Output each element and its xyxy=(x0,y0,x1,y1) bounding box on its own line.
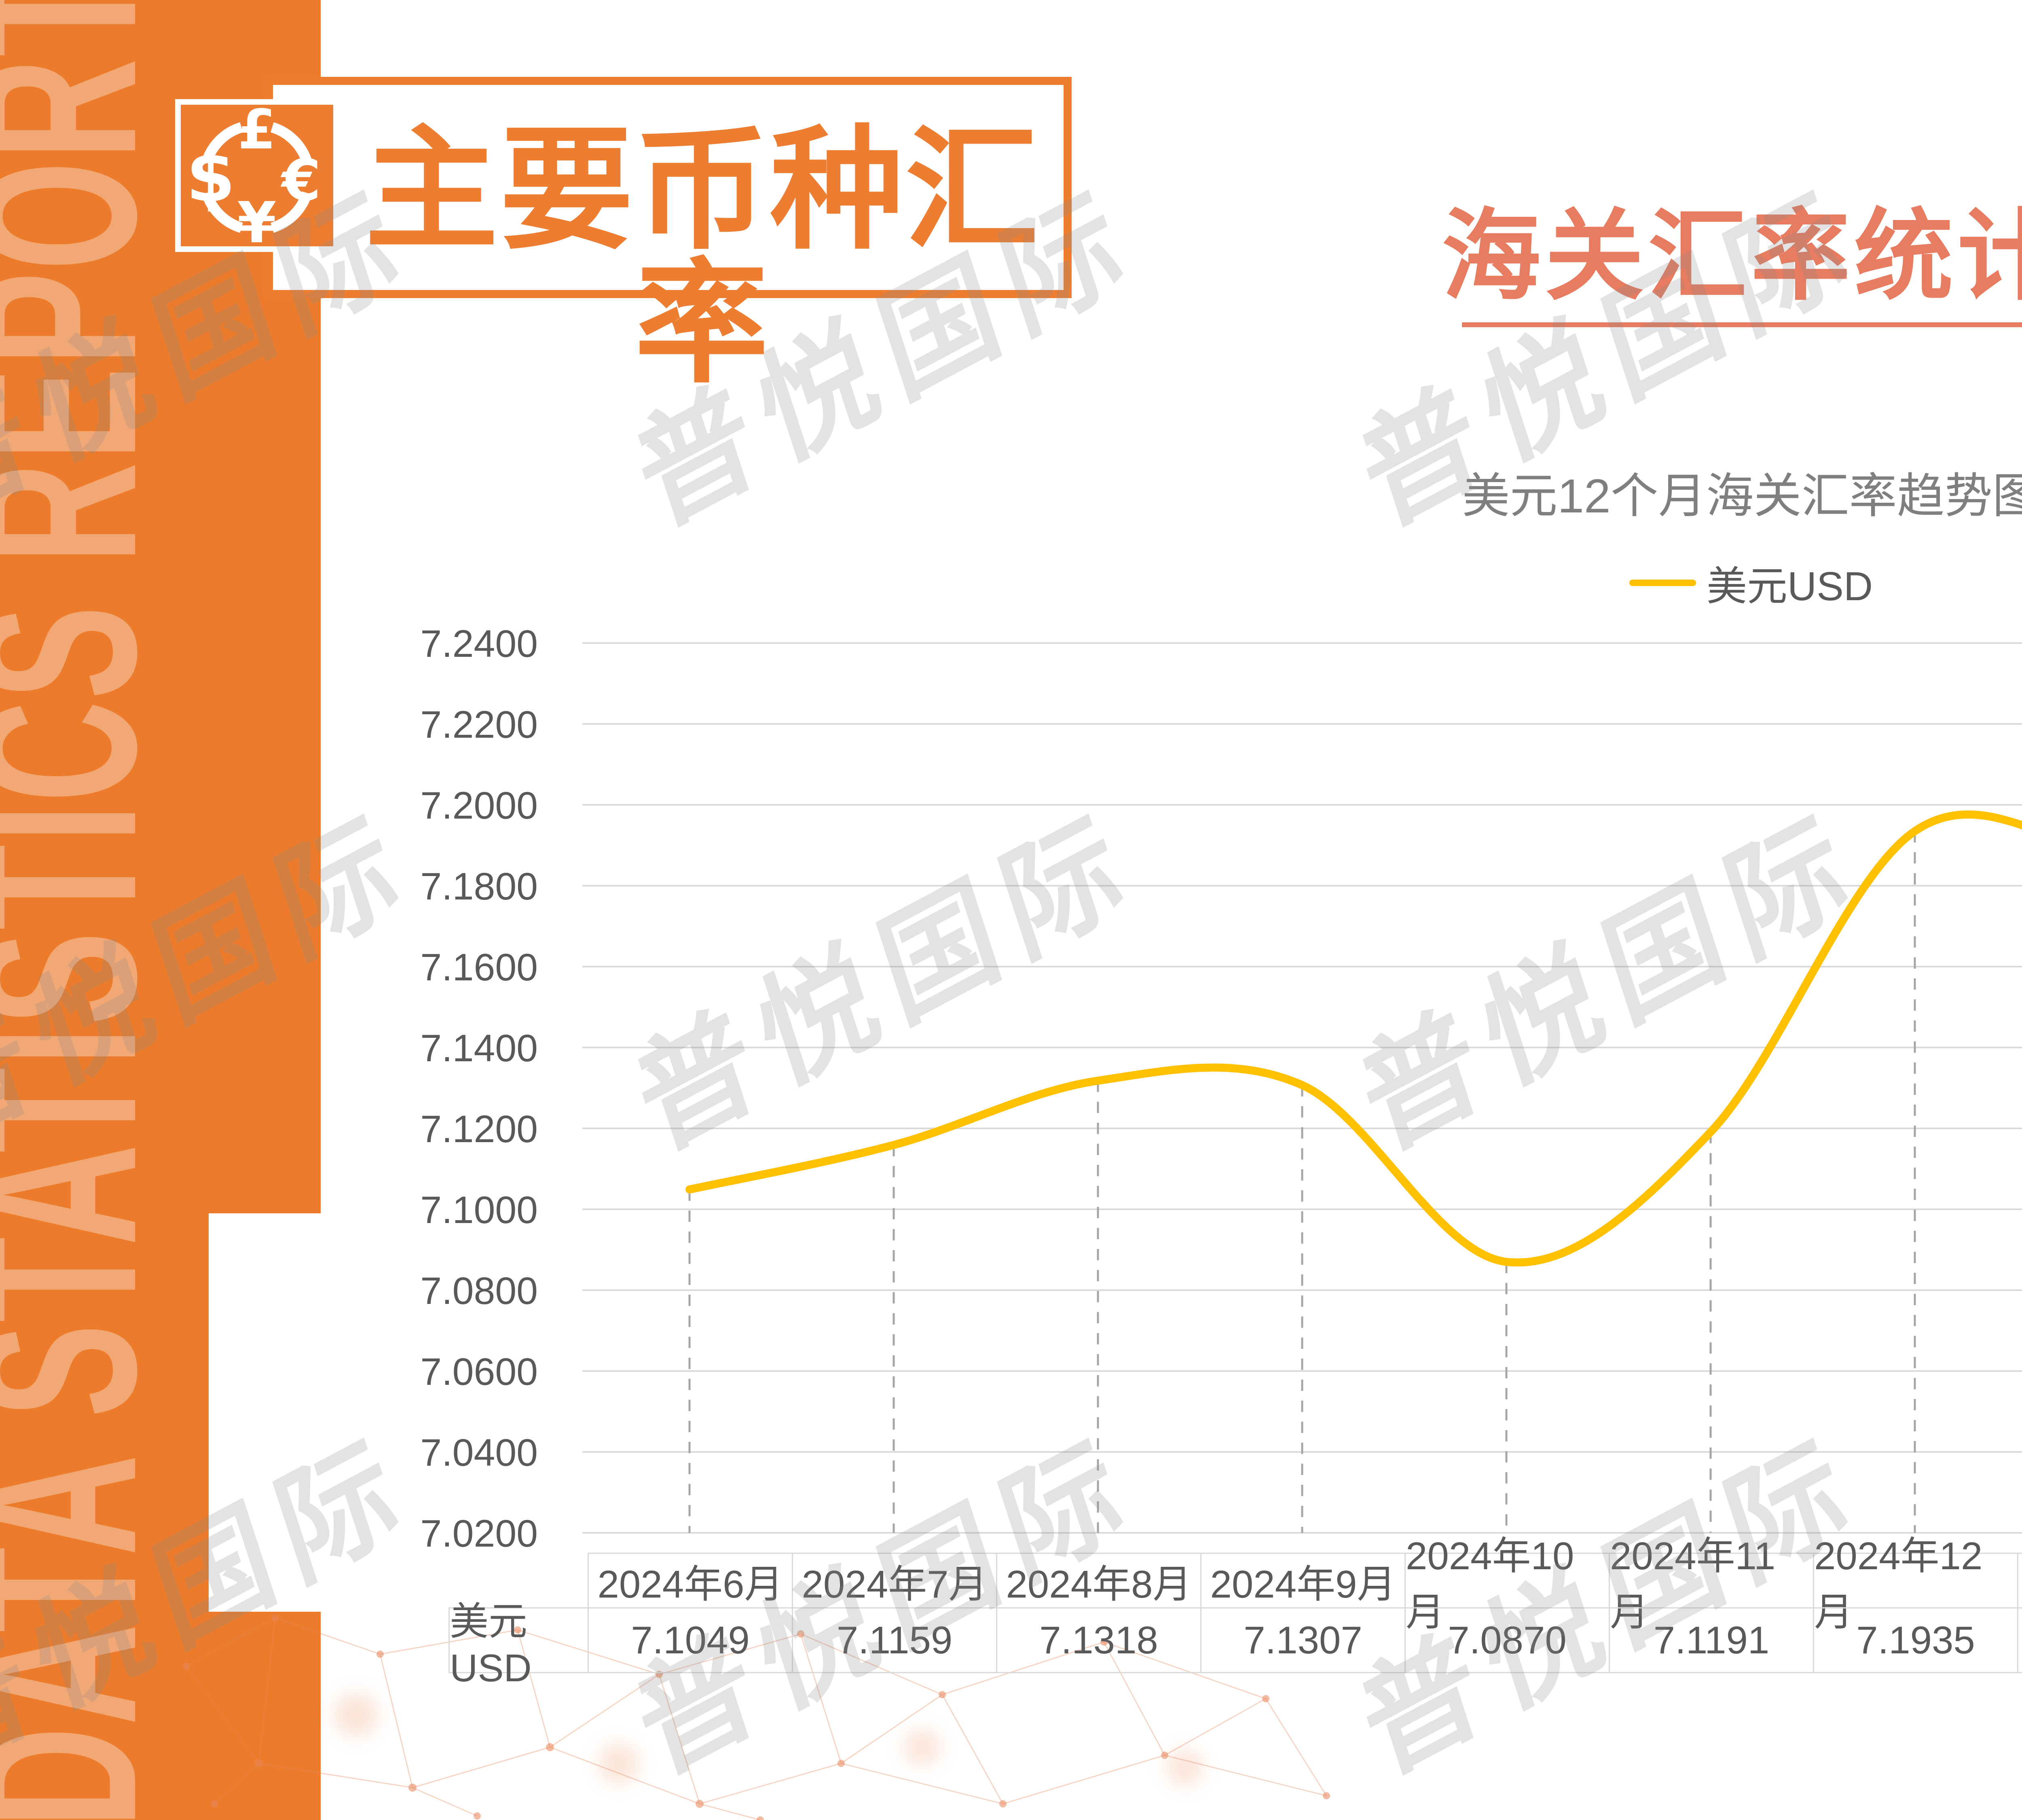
table-value-cell: 7.1318 xyxy=(996,1607,1200,1673)
y-axis-label: 7.1800 xyxy=(420,865,538,908)
dollar-icon: $ xyxy=(186,136,235,218)
title-underline xyxy=(1462,322,2022,327)
y-axis-label: 7.2000 xyxy=(420,784,538,827)
table-value-cell: 7.1880 xyxy=(2017,1607,2022,1673)
exchange-circle-arcs xyxy=(201,122,312,233)
y-axis-label: 7.0800 xyxy=(420,1270,538,1312)
table-header-cell: 2024年10月 xyxy=(1404,1534,1609,1634)
y-axis-label: 7.0200 xyxy=(420,1512,538,1555)
table-header-cell: 2024年7月 xyxy=(792,1553,996,1607)
table-header-cell: 2024年11月 xyxy=(1609,1534,1813,1634)
table-header-cell: 2024年12月 xyxy=(1813,1534,2017,1634)
pound-icon: £ xyxy=(238,105,276,161)
y-axis-label: 7.0600 xyxy=(420,1350,538,1393)
yen-icon: ¥ xyxy=(237,190,276,246)
chart-subtitle: 美元12个月海关汇率趋势图 xyxy=(1462,470,2022,523)
left-sidebar-bottom-band xyxy=(209,1612,321,1820)
table-value-cell: 7.1191 xyxy=(1609,1607,1813,1673)
y-axis-label: 7.1000 xyxy=(420,1189,538,1232)
y-axis-label: 7.2400 xyxy=(420,622,538,665)
legend-label: 美元USD xyxy=(1706,564,1873,609)
y-axis-label: 7.2200 xyxy=(420,703,538,746)
table-header-cell: 2024年8月 xyxy=(996,1553,1200,1607)
left-sidebar xyxy=(0,0,209,1820)
euro-icon: € xyxy=(280,148,321,214)
table-value-cell: 7.1159 xyxy=(792,1607,996,1673)
currency-exchange-icon: £ $ € ¥ xyxy=(181,98,333,256)
table-row-label: 美元USD xyxy=(448,1600,588,1690)
table-header-cell: 2025年1月 xyxy=(2017,1553,2022,1607)
table-header-cell: 2024年9月 xyxy=(1200,1553,1404,1607)
banner-title-box xyxy=(265,77,1072,298)
y-axis-label: 7.1200 xyxy=(420,1108,538,1151)
banner-title: 主要币种汇率 xyxy=(365,115,1040,398)
table-value-cell: 7.1049 xyxy=(588,1607,792,1673)
table-value-cell: 7.1307 xyxy=(1200,1607,1404,1673)
y-axis-label: 7.0400 xyxy=(420,1431,538,1474)
y-axis-label: 7.1400 xyxy=(420,1027,538,1070)
table-value-cell: 7.0870 xyxy=(1404,1607,1609,1673)
plexus-network-decoration-bottom-left xyxy=(182,1614,1330,1820)
page-title: 海关汇率统计 xyxy=(1442,201,2022,311)
table-value-cell: 7.1935 xyxy=(1813,1607,2017,1673)
chart-legend: 美元USD xyxy=(942,553,2022,612)
trend-line xyxy=(685,811,2022,1267)
legend-line-swatch xyxy=(1629,579,1696,586)
table-header-cell: 2024年6月 xyxy=(588,1553,792,1607)
y-axis-label: 7.1600 xyxy=(420,946,538,989)
